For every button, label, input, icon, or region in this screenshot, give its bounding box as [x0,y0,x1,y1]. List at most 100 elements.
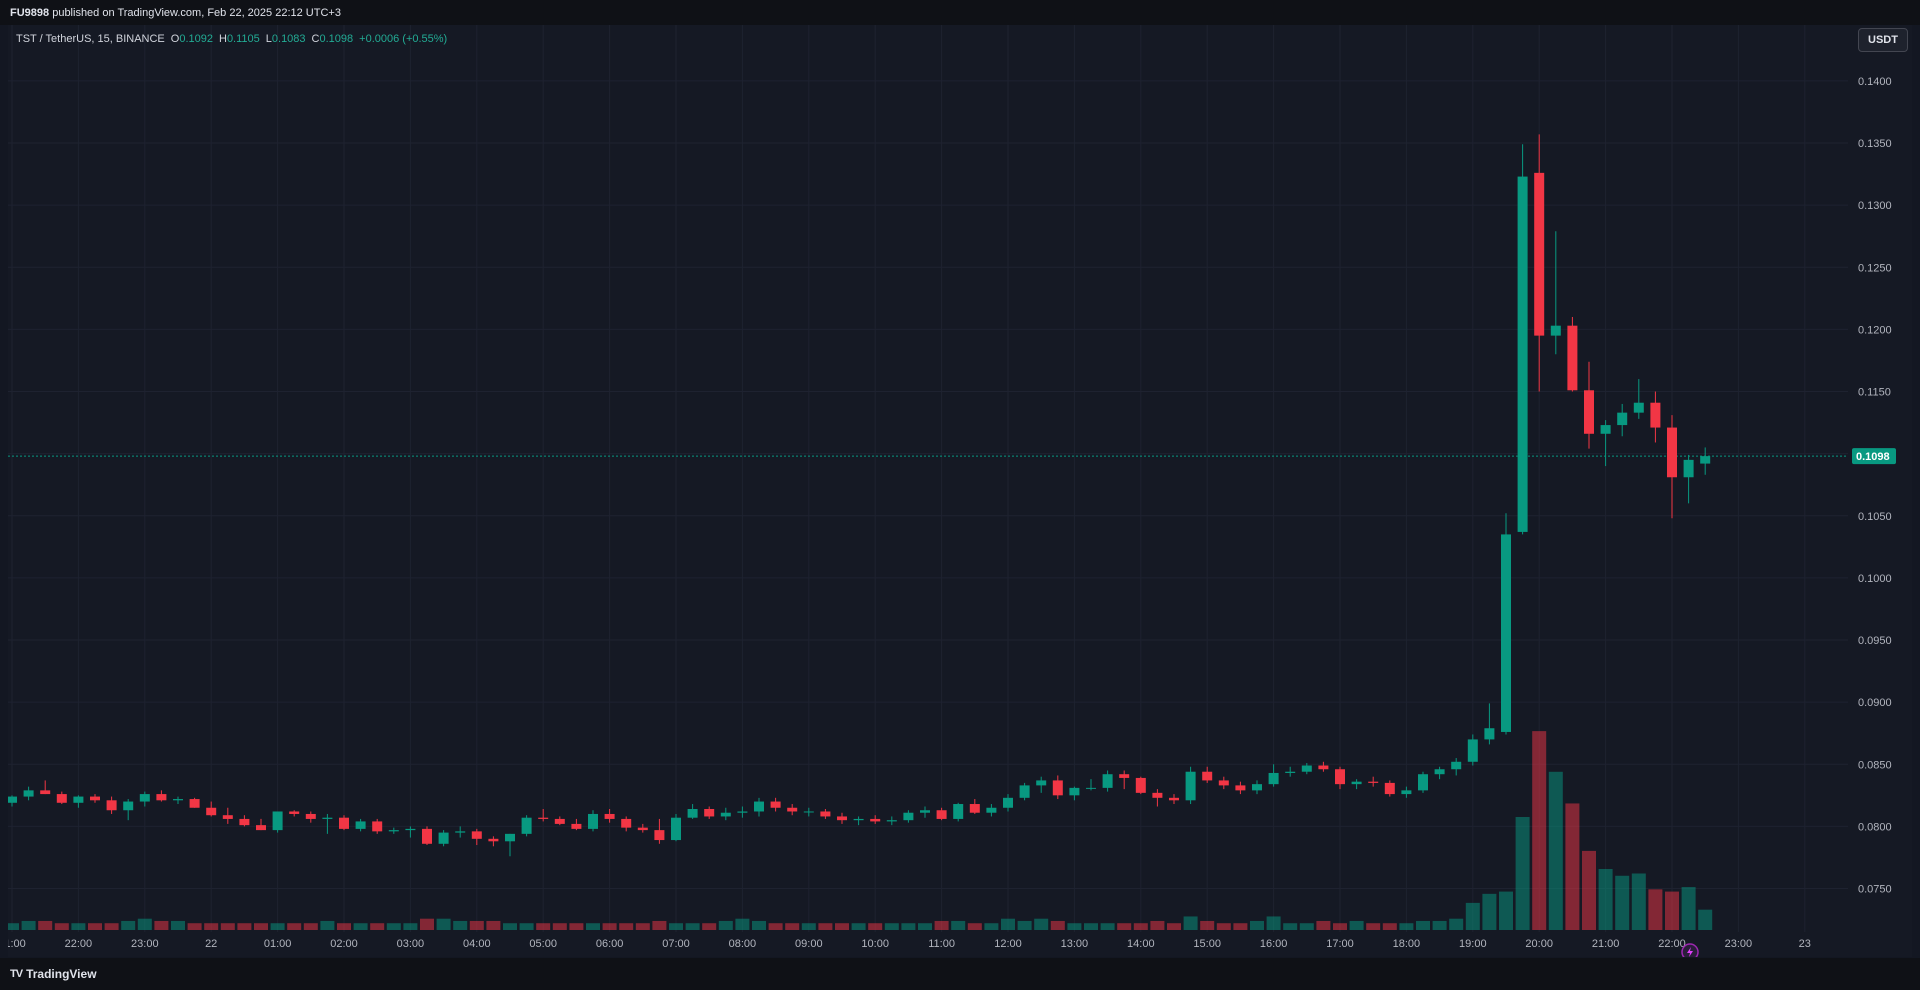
candle-body [1517,176,1528,532]
volume-bar [1382,923,1397,930]
candle-body [1301,765,1312,772]
candle-body [920,810,930,813]
candle-body [1700,456,1711,464]
candle-body [1683,459,1694,478]
volume-bar [1465,902,1480,930]
volume-bar [1233,923,1248,930]
candle-body [1384,782,1395,795]
volume-bar [851,923,866,930]
x-tick-label: 21:00 [1592,938,1620,950]
candle-body [770,801,781,808]
volume-bar [486,920,501,930]
volume-bar [1200,920,1215,930]
candlestick-chart[interactable]: 0.1400 0.1350 0.1300 0.1250 0.1200 0.1150 0.11… [0,25,1912,961]
candle-body [1534,172,1545,336]
candle-body [654,830,665,841]
volume-bar [619,923,634,930]
chart-area[interactable]: 0.1400 0.1350 0.1300 0.1250 0.1200 0.1150 0.11… [0,25,1912,961]
candle-body [455,831,466,833]
volume-bar [1432,920,1447,930]
volume-bar [1167,923,1181,930]
price-axis: 0.14000.13500.13000.12500.12000.11500.11… [1858,76,1892,896]
candle-body [1285,771,1296,773]
y-tick-label: 0.1000 [1858,573,1892,585]
candle-body [1401,790,1412,795]
symbol-legend: TST / TetherUS, 15, BINANCE O0.1092 H0.1… [16,33,447,45]
y-tick-label: 0.0900 [1858,697,1892,709]
volume-bar [1266,916,1281,930]
symbol-title[interactable]: TST / TetherUS, 15, BINANCE [16,33,165,45]
time-axis: 21:00 22:00 23:00 22 01:00 02:00 03:00 04:00 05:… [0,938,1811,950]
y-tick-label: 0.1250 [1858,262,1892,274]
footer-bar: TV TradingView [0,958,1920,990]
candle-body [1351,781,1362,785]
volume-bar [1150,920,1165,930]
volume-bar [5,923,19,930]
candle-body [1484,728,1495,740]
candle-body [1600,425,1611,434]
volume-bar [1349,920,1364,930]
candle-body [986,807,997,813]
volume-bar [1316,920,1331,930]
x-tick-label: 22:00 [65,938,93,950]
x-tick-label: 02:00 [330,938,358,950]
volume-bar [420,918,434,930]
volume-bar [552,923,567,930]
candle-body [1467,739,1478,762]
x-tick-label: 07:00 [662,938,690,950]
candle-body [737,811,748,813]
volume-bar [187,923,202,930]
candle-body [1152,792,1163,798]
volume-bar [1183,916,1198,930]
candle-body [588,813,598,829]
volume-bar [768,923,783,930]
volume-bar [1416,920,1430,930]
author-name[interactable]: FU9898 [10,6,50,19]
candle-body [1036,780,1047,786]
volume-bar [536,923,551,930]
volume-bar [21,920,36,930]
candle-body [1052,780,1063,796]
volume-bar [1133,923,1148,930]
volume-bar [237,923,252,930]
volume-bar [1100,923,1115,930]
last-price-label: 0.1098 [1856,451,1890,463]
candle-body [886,820,897,822]
volume-bar [951,920,966,930]
candle-body [239,818,250,826]
volume-bar [868,923,883,930]
volume-bar [1532,731,1547,930]
volume-bar [884,923,899,930]
candle-body [1069,787,1080,796]
volume-bar [1598,868,1613,930]
volume-bar [1681,887,1696,930]
volume-bar [254,923,268,930]
currency-button[interactable]: USDT [1858,28,1908,52]
volume-bar [1216,923,1231,930]
y-tick-label: 0.1400 [1858,76,1892,88]
volume-bar [1548,771,1563,930]
low-value: 0.1083 [271,33,306,45]
x-tick-label: 05:00 [529,938,557,950]
volume-bar [503,923,517,930]
candle-body [1185,771,1196,801]
candle-body [1202,771,1213,781]
x-tick-label: 04:00 [463,938,491,950]
x-tick-label: 12:00 [994,938,1022,950]
candle-body [123,801,134,811]
x-tick-label: 06:00 [596,938,624,950]
candle-body [388,830,399,832]
x-tick-label: 15:00 [1193,938,1221,950]
candle-body [355,821,366,829]
candle-body [372,821,383,832]
candle-body [1169,797,1179,801]
candle-body [870,818,881,822]
volume-bar [752,920,766,930]
candle-body [206,807,217,816]
volume-bar [1615,875,1630,930]
y-tick-label: 0.0750 [1858,884,1892,896]
brand-name[interactable]: TradingView [26,967,97,981]
volume-bar [1067,923,1082,930]
x-tick-label: 08:00 [729,938,757,950]
candle-body [1235,785,1246,791]
